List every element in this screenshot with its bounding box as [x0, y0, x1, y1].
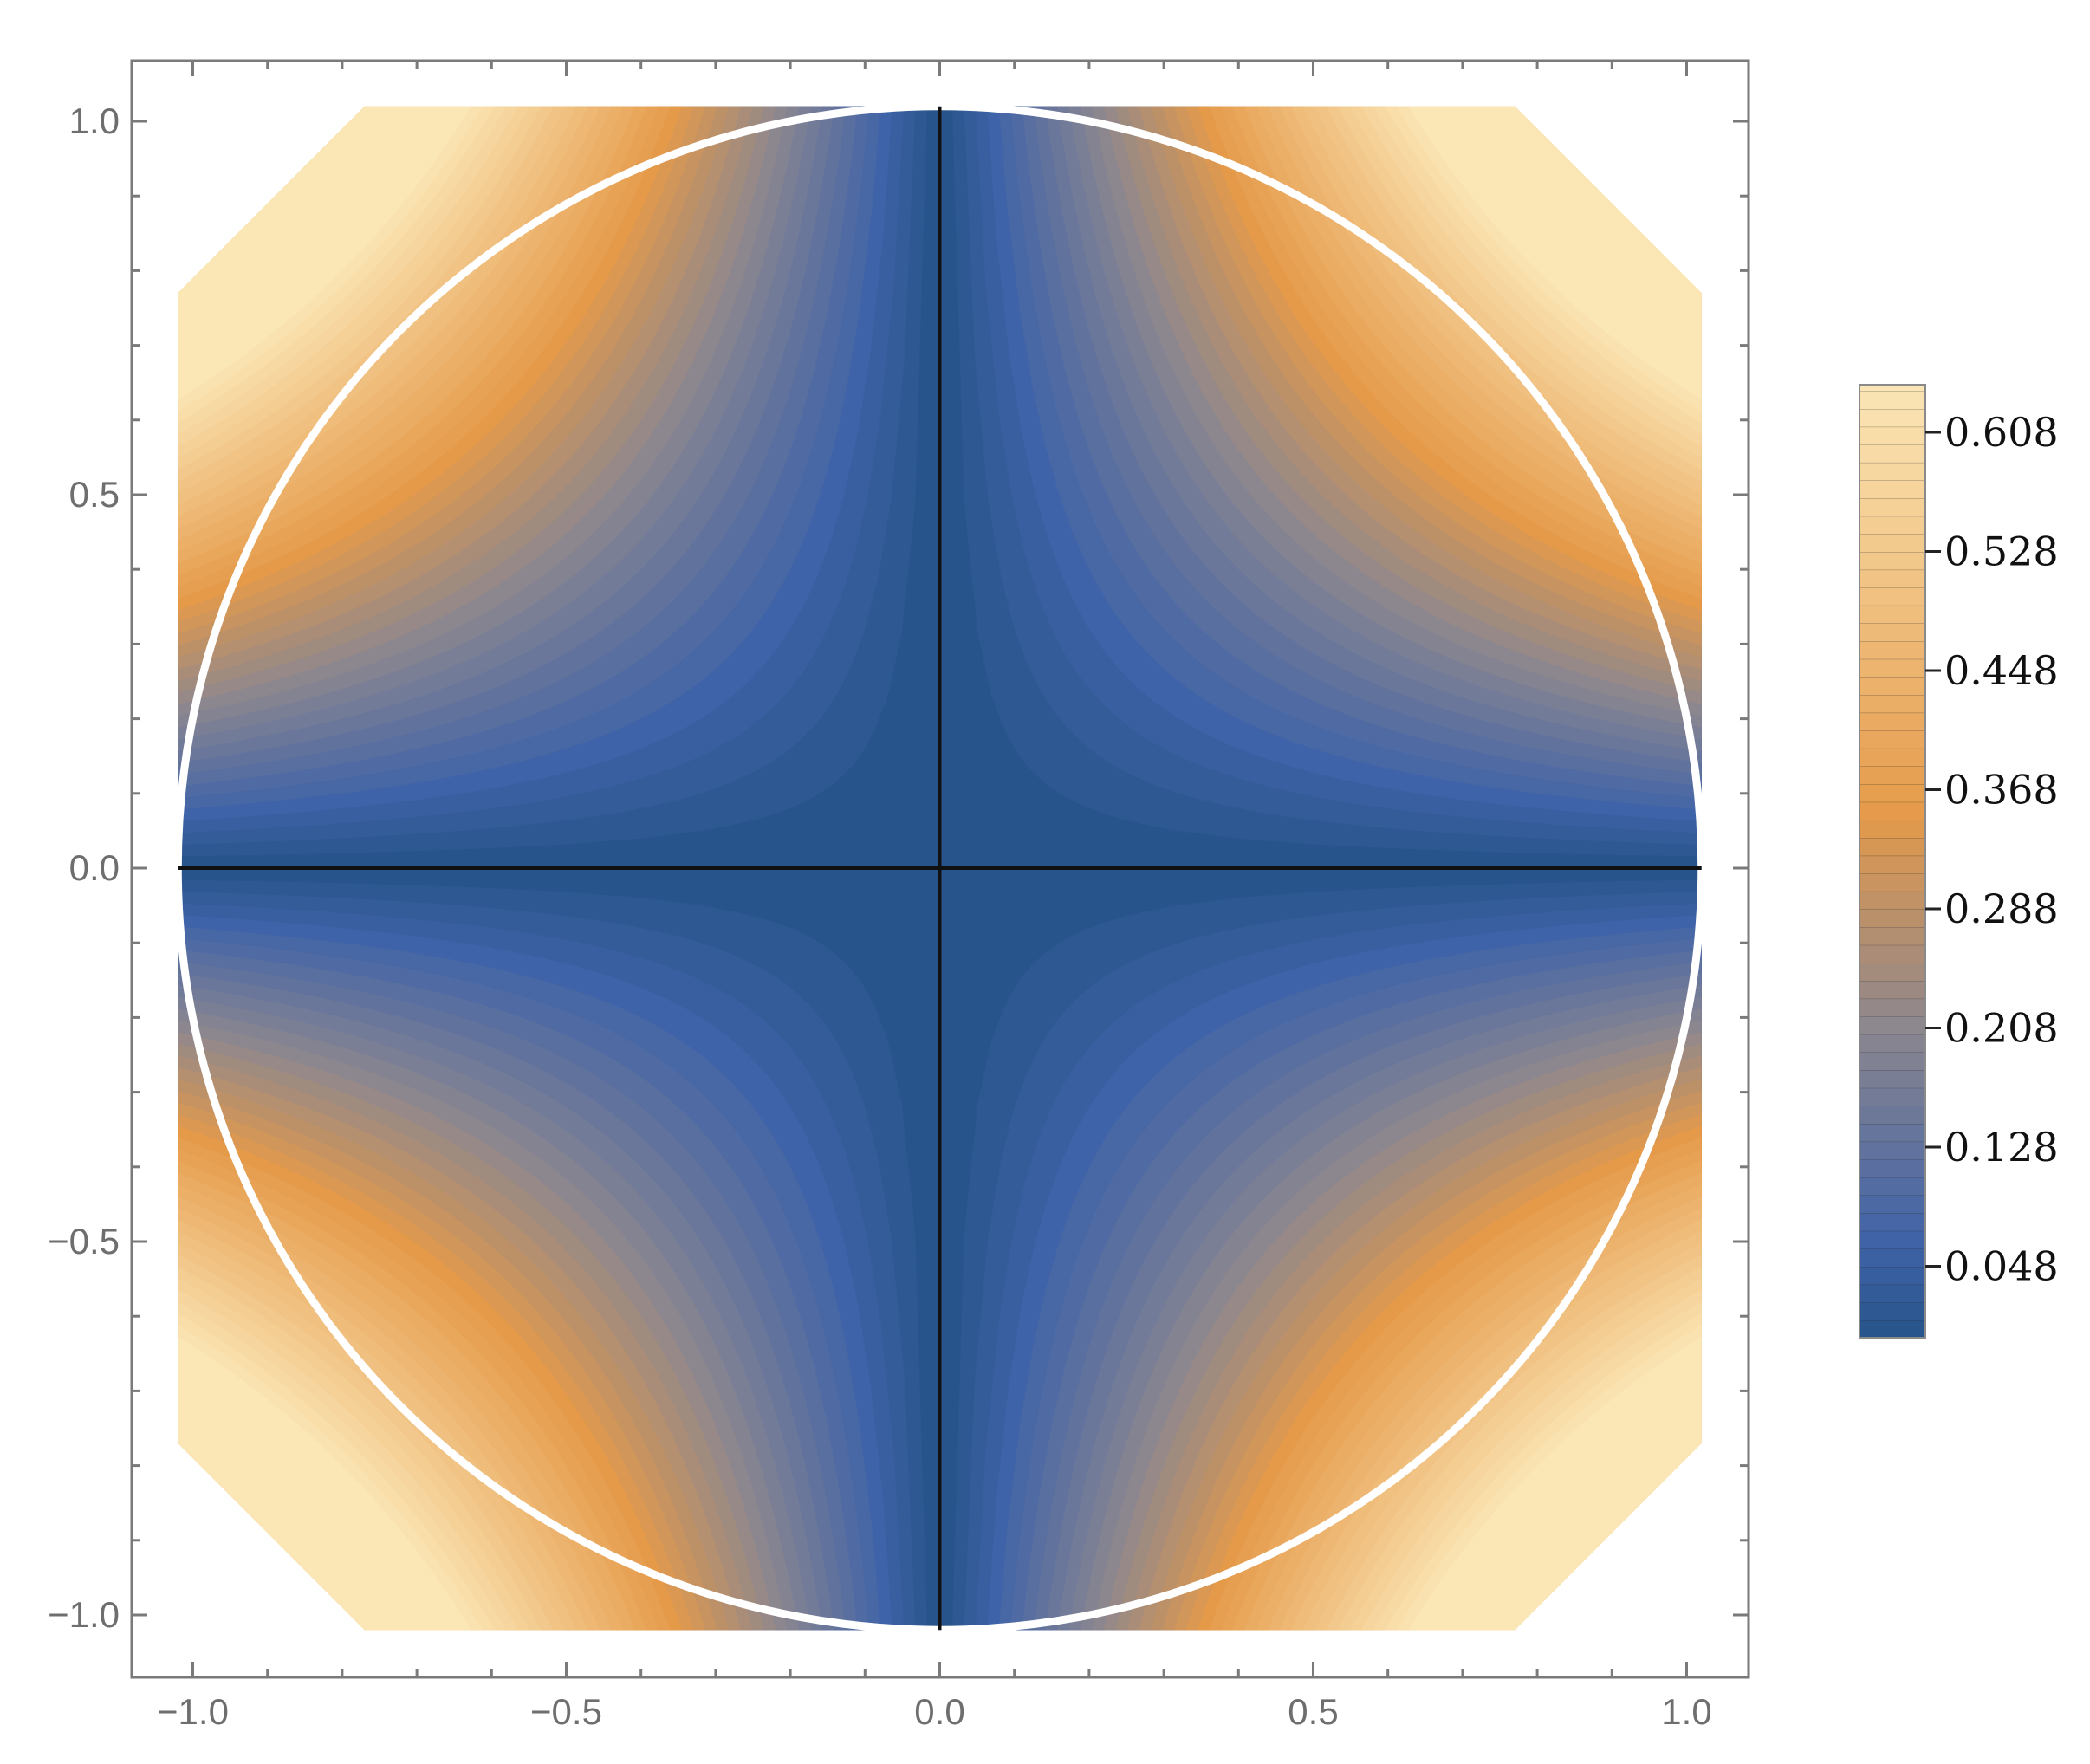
colorbar-band: [1860, 712, 1925, 731]
colorbar-band: [1860, 1266, 1925, 1285]
colorbar-band: [1860, 480, 1925, 499]
colorbar-tick-label: 0.288: [1944, 885, 2059, 932]
colorbar-band: [1860, 819, 1925, 838]
y-tick-label: −0.5: [48, 1221, 120, 1261]
colorbar-band: [1860, 998, 1925, 1017]
colorbar-band: [1860, 748, 1925, 767]
colorbar-band: [1860, 385, 1925, 392]
colorbar-band: [1860, 944, 1925, 963]
colorbar-band: [1860, 1212, 1925, 1231]
colorbar-band: [1860, 551, 1925, 570]
colorbar-band: [1860, 801, 1925, 820]
colorbar-band: [1860, 533, 1925, 552]
colorbar-band: [1860, 891, 1925, 910]
colorbar-band: [1860, 444, 1925, 463]
colorbar-tick-label: 0.128: [1944, 1124, 2059, 1171]
colorbar-band: [1860, 1195, 1925, 1214]
colorbar-band: [1860, 516, 1925, 535]
colorbar-band: [1860, 730, 1925, 749]
colorbar-band: [1860, 783, 1925, 802]
x-tick-label: 1.0: [1661, 1691, 1711, 1732]
colorbar-tick-label: 0.528: [1944, 529, 2059, 575]
colorbar-band: [1860, 1230, 1925, 1249]
colorbar-band: [1860, 1301, 1925, 1320]
colorbar-band: [1860, 605, 1925, 624]
colorbar-bands: [1860, 384, 1925, 1339]
colorbar-band: [1860, 872, 1925, 892]
colorbar-band: [1860, 837, 1925, 856]
colorbar-band: [1860, 676, 1925, 695]
y-tick-label: 0.0: [69, 847, 120, 888]
colorbar-tick-label: 0.368: [1944, 767, 2059, 814]
colorbar-tick-label: 0.608: [1944, 409, 2059, 456]
colorbar-band: [1860, 1034, 1925, 1053]
colorbar-band: [1860, 497, 1925, 516]
colorbar-band: [1860, 766, 1925, 785]
colorbar-band: [1860, 1177, 1925, 1196]
colorbar-band: [1860, 1248, 1925, 1267]
colorbar-band: [1860, 694, 1925, 713]
colorbar-band: [1860, 623, 1925, 642]
colorbar-band: [1860, 569, 1925, 588]
colorbar-band: [1860, 909, 1925, 928]
colorbar-tick-label: 0.208: [1944, 1005, 2059, 1052]
colorbar-band: [1860, 855, 1925, 874]
colorbar-band: [1860, 408, 1925, 427]
colorbar-band: [1860, 1158, 1925, 1177]
colorbar-band: [1860, 426, 1925, 445]
colorbar-band: [1860, 1123, 1925, 1142]
colorbar-frame: [1859, 384, 1926, 1339]
colorbar: 0.048 0.128 0.208 0.288 0.368 0.448 0.528 0.608: [1859, 384, 2059, 1339]
x-tick-label: 0.5: [1288, 1691, 1338, 1732]
colorbar-band: [1860, 587, 1925, 606]
colorbar-band: [1860, 1052, 1925, 1071]
colorbar-band: [1860, 390, 1925, 409]
colorbar-band: [1860, 962, 1925, 981]
colorbar-band: [1860, 658, 1925, 678]
colorbar-tick-label: 0.048: [1944, 1243, 2059, 1290]
x-tick-label: 0.0: [914, 1691, 964, 1732]
colorbar-ticks: 0.048 0.128 0.208 0.288 0.368 0.448 0.528 0.608: [1925, 409, 2059, 1290]
colorbar-band: [1860, 462, 1925, 481]
x-tick-label: −1.0: [157, 1691, 229, 1732]
colorbar-band: [1860, 1087, 1925, 1106]
plot-area: −1.0 −0.5 0.0 0.5 1.0 1.0 0.5 0.0 −0.5 −1.0: [48, 59, 1750, 1732]
colorbar-band: [1860, 1069, 1925, 1088]
colorbar-band: [1860, 926, 1925, 945]
colorbar-band: [1860, 1141, 1925, 1160]
colorbar-band: [1860, 1284, 1925, 1303]
y-tick-label: 0.5: [69, 474, 120, 515]
x-tick-label: −0.5: [530, 1691, 602, 1732]
y-tick-label: −1.0: [48, 1594, 120, 1635]
colorbar-band: [1860, 1105, 1925, 1124]
colorbar-band: [1860, 640, 1925, 659]
frame-ticks: [132, 61, 1749, 1677]
y-tick-labels: 1.0 0.5 0.0 −0.5 −1.0: [48, 101, 120, 1635]
colorbar-band: [1860, 1320, 1925, 1339]
y-tick-label: 1.0: [69, 101, 120, 141]
colorbar-tick-label: 0.448: [1944, 647, 2059, 694]
colorbar-band: [1860, 980, 1925, 999]
colorbar-band: [1860, 1015, 1925, 1034]
x-tick-labels: −1.0 −0.5 0.0 0.5 1.0: [157, 1691, 1712, 1732]
